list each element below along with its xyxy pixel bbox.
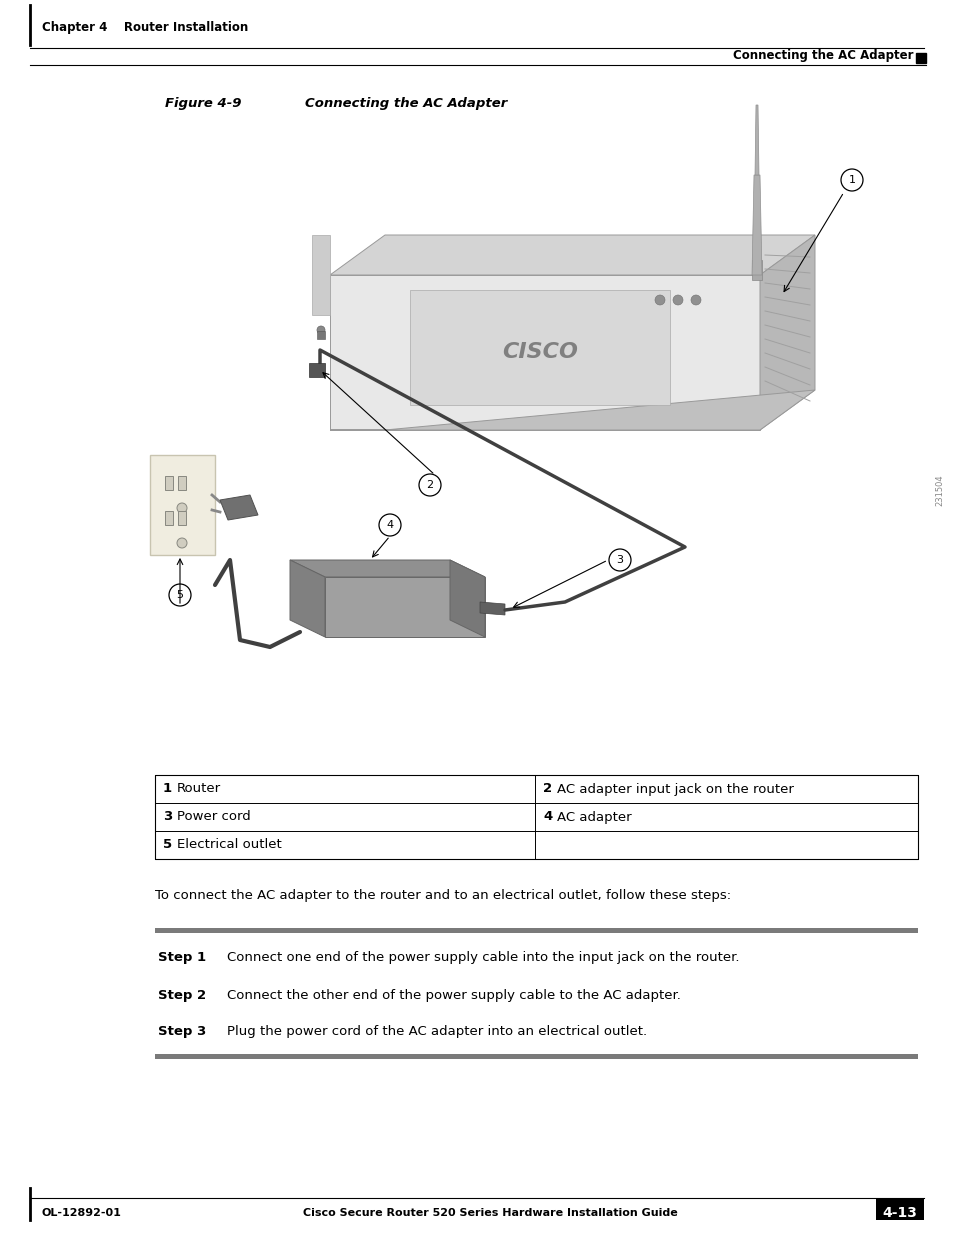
Text: Cisco Secure Router 520 Series Hardware Installation Guide: Cisco Secure Router 520 Series Hardware …	[302, 1208, 677, 1218]
Bar	[915, 53, 925, 63]
Bar	[312, 235, 330, 315]
Text: OL-12892-01: OL-12892-01	[42, 1208, 122, 1218]
Bar	[165, 475, 172, 490]
Text: 2: 2	[542, 783, 552, 795]
Text: 3: 3	[616, 555, 623, 564]
Text: 1: 1	[847, 175, 855, 185]
Bar	[410, 290, 669, 405]
Polygon shape	[325, 577, 484, 637]
Circle shape	[378, 514, 400, 536]
Circle shape	[177, 538, 187, 548]
Bar	[316, 331, 325, 338]
Text: 231504: 231504	[935, 474, 943, 506]
Text: Power cord: Power cord	[177, 810, 251, 824]
Bar	[309, 363, 325, 377]
Text: 1: 1	[163, 783, 172, 795]
Bar	[875, 1198, 923, 1220]
Text: 5: 5	[163, 839, 172, 851]
Circle shape	[655, 295, 664, 305]
Polygon shape	[760, 235, 814, 430]
Circle shape	[841, 169, 862, 191]
Text: Plug the power cord of the AC adapter into an electrical outlet.: Plug the power cord of the AC adapter in…	[227, 1025, 646, 1039]
Polygon shape	[330, 390, 814, 430]
Polygon shape	[290, 559, 325, 637]
Circle shape	[672, 295, 682, 305]
Bar	[751, 261, 761, 280]
Bar	[178, 475, 186, 490]
Text: 5: 5	[176, 590, 183, 600]
Text: Step 3: Step 3	[158, 1025, 206, 1039]
Text: Step 1: Step 1	[158, 951, 206, 965]
Polygon shape	[290, 559, 484, 577]
Bar	[154, 1053, 917, 1058]
Text: Chapter 4    Router Installation: Chapter 4 Router Installation	[42, 21, 248, 35]
Text: Router: Router	[177, 783, 221, 795]
Text: Step 2: Step 2	[158, 988, 206, 1002]
Circle shape	[316, 326, 325, 333]
Bar	[165, 511, 172, 525]
Text: Connect one end of the power supply cable into the input jack on the router.: Connect one end of the power supply cabl…	[227, 951, 739, 965]
Polygon shape	[754, 105, 759, 175]
Circle shape	[608, 550, 630, 571]
Text: 2: 2	[426, 480, 433, 490]
Bar	[178, 511, 186, 525]
Text: To connect the AC adapter to the router and to an electrical outlet, follow thes: To connect the AC adapter to the router …	[154, 888, 730, 902]
Text: 4: 4	[386, 520, 394, 530]
Text: Electrical outlet: Electrical outlet	[177, 839, 281, 851]
Circle shape	[690, 295, 700, 305]
Circle shape	[177, 503, 187, 513]
Text: Connect the other end of the power supply cable to the AC adapter.: Connect the other end of the power suppl…	[227, 988, 680, 1002]
Text: 3: 3	[163, 810, 172, 824]
Circle shape	[169, 584, 191, 606]
Text: Figure 4-9: Figure 4-9	[165, 96, 241, 110]
Text: Connecting the AC Adapter: Connecting the AC Adapter	[733, 48, 913, 62]
Text: AC adapter input jack on the router: AC adapter input jack on the router	[557, 783, 793, 795]
Polygon shape	[479, 601, 504, 615]
Text: 4-13: 4-13	[882, 1207, 917, 1220]
Polygon shape	[330, 275, 760, 430]
Polygon shape	[450, 559, 484, 637]
Bar	[154, 776, 917, 860]
Circle shape	[418, 474, 440, 496]
Polygon shape	[751, 175, 761, 275]
Text: AC adapter: AC adapter	[557, 810, 631, 824]
Text: Connecting the AC Adapter: Connecting the AC Adapter	[305, 96, 507, 110]
Bar	[150, 454, 214, 555]
Text: CISCO: CISCO	[501, 342, 578, 362]
Polygon shape	[220, 495, 257, 520]
Bar	[154, 927, 917, 932]
Text: 4: 4	[542, 810, 552, 824]
Polygon shape	[330, 235, 814, 275]
